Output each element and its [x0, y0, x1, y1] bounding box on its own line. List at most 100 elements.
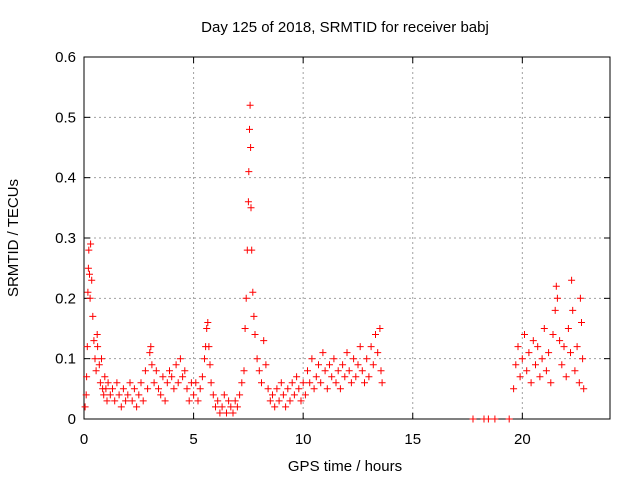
data-point: [139, 397, 147, 405]
x-tick-label: 15: [404, 431, 421, 448]
data-point: [308, 355, 316, 363]
data-point: [284, 385, 292, 393]
data-point: [117, 403, 125, 411]
data-point: [532, 361, 539, 369]
data-point: [87, 240, 95, 248]
data-point: [542, 367, 550, 375]
data-point: [288, 379, 296, 387]
data-point: [339, 361, 347, 369]
data-point: [83, 343, 91, 351]
x-tick-label: 10: [295, 431, 312, 448]
data-point: [343, 349, 351, 357]
y-tick-label: 0.4: [55, 170, 76, 187]
data-point: [282, 403, 290, 411]
data-point: [328, 373, 336, 381]
data-point: [312, 373, 320, 381]
data-point: [258, 379, 265, 387]
data-point: [155, 385, 162, 393]
data-point: [109, 385, 116, 393]
data-point: [201, 355, 208, 363]
data-point: [330, 355, 338, 363]
data-point: [299, 379, 307, 387]
data-point: [562, 373, 570, 381]
data-point: [240, 367, 248, 375]
data-point: [85, 246, 93, 254]
data-point: [505, 415, 513, 423]
data-point: [250, 312, 258, 320]
y-tick-label: 0.5: [55, 109, 76, 126]
data-point: [204, 319, 212, 326]
data-point: [209, 391, 217, 399]
data-point: [552, 282, 560, 290]
data-point: [266, 397, 274, 405]
data-point: [135, 391, 143, 399]
data-point: [491, 415, 499, 423]
data-point: [86, 270, 93, 278]
data-point: [269, 391, 276, 399]
data-point: [249, 288, 257, 296]
data-point: [549, 331, 557, 338]
y-tick-labels: 0 0.1 0.2 0.3 0.4 0.5 0.6: [55, 49, 76, 428]
data-point: [260, 337, 268, 345]
data-point: [578, 319, 585, 326]
data-point: [115, 391, 123, 399]
data-point: [523, 367, 531, 375]
data-point: [514, 343, 522, 351]
data-point: [241, 325, 249, 332]
data-point: [83, 373, 91, 381]
data-point: [148, 361, 156, 369]
data-point: [527, 379, 535, 387]
data-point: [374, 349, 382, 357]
data-point: [310, 385, 318, 393]
data-point: [81, 403, 89, 411]
data-point: [183, 385, 191, 393]
data-point: [358, 367, 366, 375]
data-point: [218, 403, 226, 411]
data-point: [231, 397, 239, 405]
y-tick-label: 0.2: [55, 290, 76, 307]
data-point: [273, 385, 281, 393]
data-point: [345, 367, 353, 375]
data-point: [216, 409, 224, 417]
data-point: [161, 397, 169, 405]
data-point: [567, 349, 574, 357]
x-axis-label: GPS time / hours: [288, 458, 402, 475]
data-point: [315, 361, 322, 369]
data-point: [516, 373, 524, 381]
data-point: [225, 397, 233, 405]
y-axis-label: SRMTID / TECUs: [5, 179, 22, 297]
data-point: [558, 361, 566, 369]
data-point: [227, 403, 235, 411]
data-point: [365, 373, 373, 381]
data-point: [229, 409, 237, 417]
data-point: [176, 355, 184, 363]
data-point: [84, 264, 92, 272]
data-point: [91, 355, 99, 363]
data-point: [290, 391, 298, 399]
data-point: [560, 343, 568, 351]
data-point: [124, 391, 132, 399]
data-point: [253, 355, 261, 363]
data-point: [104, 379, 112, 387]
data-point: [510, 385, 518, 393]
x-tick-label: 0: [80, 431, 88, 448]
data-point: [352, 373, 360, 381]
data-point: [354, 361, 362, 369]
data-point: [94, 343, 102, 351]
data-point: [356, 343, 364, 351]
data-point: [146, 349, 154, 357]
data-point: [137, 379, 145, 387]
data-point: [518, 355, 526, 363]
data-point: [89, 312, 97, 320]
data-point: [163, 379, 171, 387]
data-point: [93, 331, 101, 338]
data-point: [212, 403, 219, 411]
data-point: [275, 397, 283, 405]
data-point: [551, 306, 559, 314]
data-point: [317, 379, 325, 387]
data-point: [279, 391, 287, 399]
data-point: [106, 391, 114, 399]
data-point: [82, 391, 90, 399]
data-point: [194, 397, 202, 405]
